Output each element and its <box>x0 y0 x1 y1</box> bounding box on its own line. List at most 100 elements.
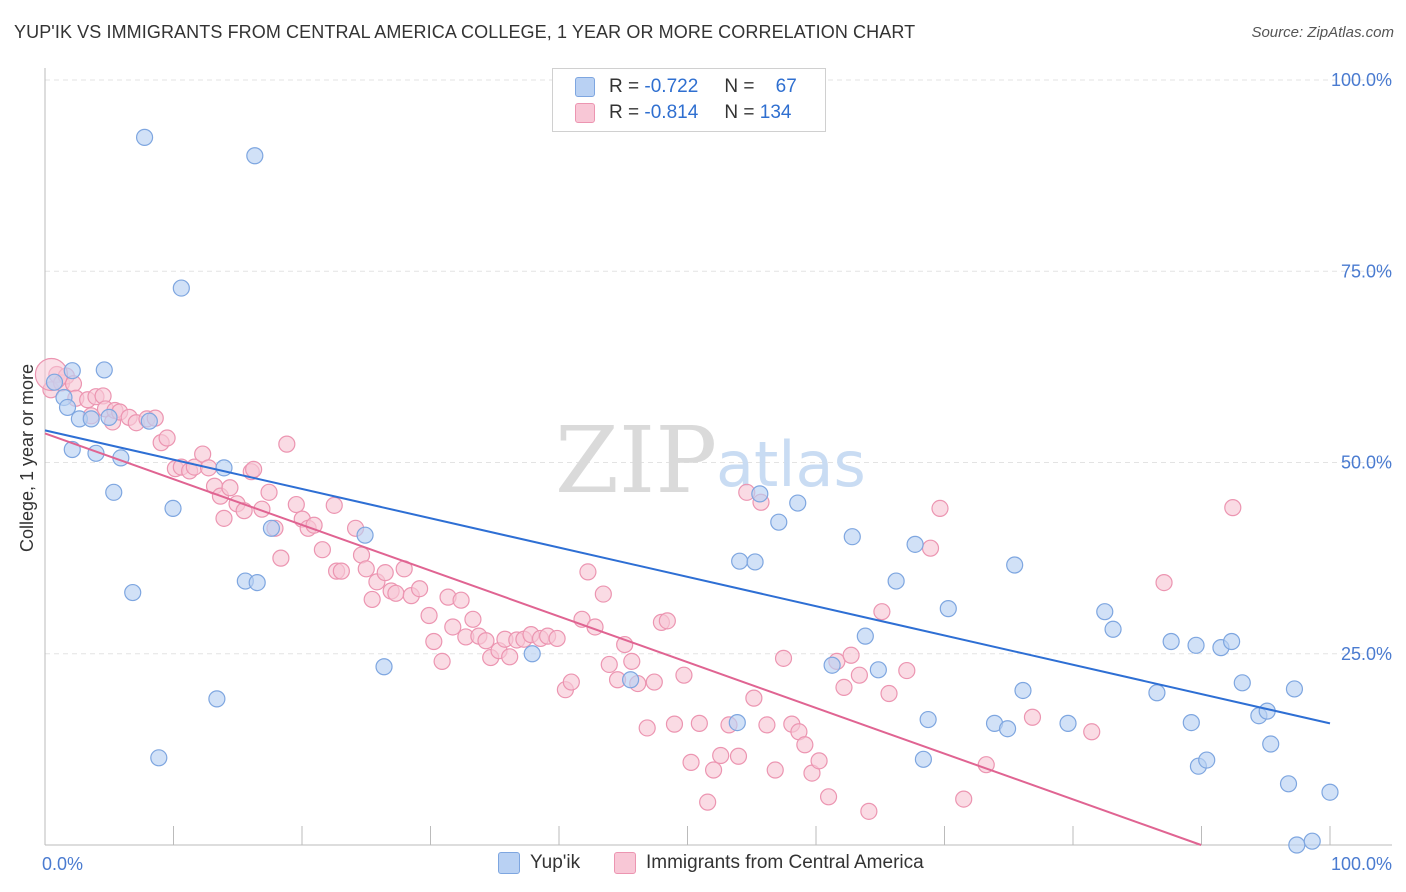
immigrants-point <box>1083 723 1101 741</box>
watermark: ZIP atlas <box>555 407 866 514</box>
immigrants-point <box>433 652 451 671</box>
immigrants-point <box>682 753 700 771</box>
y-tick-label: 25.0% <box>1341 644 1392 664</box>
yupik-point <box>770 513 788 531</box>
trend-lines <box>44 429 1331 846</box>
legend-n-label: N = <box>724 76 755 97</box>
yupik-point <box>135 128 154 146</box>
yupik-point <box>1006 556 1024 574</box>
legend-row-yupik: R = -0.722 N = 67 <box>575 75 797 99</box>
immigrants-point <box>215 509 233 527</box>
immigrants-point <box>699 793 717 811</box>
yupik-point <box>375 658 393 676</box>
series-swatch-pink <box>614 852 636 874</box>
y-tick-label: 50.0% <box>1341 453 1392 473</box>
yupik-point <box>621 671 640 689</box>
series-legend-immigrants: Immigrants from Central America <box>614 852 924 874</box>
immigrants-point <box>305 516 323 534</box>
yupik-point <box>731 552 749 570</box>
immigrants-point <box>420 606 438 625</box>
immigrants-point <box>796 736 814 754</box>
chart-title: YUP'IK VS IMMIGRANTS FROM CENTRAL AMERIC… <box>14 22 916 42</box>
immigrants-point <box>357 560 375 578</box>
yupik-point <box>1148 684 1166 702</box>
yupik-point <box>998 720 1017 738</box>
immigrants-point <box>1155 574 1173 592</box>
y-tick-label: 75.0% <box>1341 261 1392 281</box>
immigrants-point <box>548 629 566 648</box>
yupik-point <box>1288 836 1306 854</box>
yupik-point <box>1233 674 1251 692</box>
yupik-point <box>140 412 158 430</box>
watermark-atlas: atlas <box>716 428 866 501</box>
legend-n-value: 134 <box>759 102 792 123</box>
immigrants-point <box>579 563 597 581</box>
immigrants-point <box>835 678 853 697</box>
yupik-point <box>856 627 874 645</box>
yupik-point <box>728 713 746 732</box>
yupik-point <box>1187 636 1205 654</box>
series-legend: Yup'ik Immigrants from Central America <box>0 852 1406 878</box>
yupik-point <box>356 526 374 544</box>
yupik-point <box>1182 713 1200 732</box>
immigrants-point <box>452 591 470 609</box>
yupik-point <box>939 600 957 618</box>
yupik-point <box>746 553 764 571</box>
immigrants-point <box>704 761 723 779</box>
immigrants-point <box>675 666 693 684</box>
yupik-point <box>1162 632 1180 651</box>
immigrants-point <box>253 500 271 518</box>
trend-line-yupik <box>44 429 1331 725</box>
immigrants-point <box>766 761 784 779</box>
immigrants-point <box>712 746 730 765</box>
trend-line-immigrants <box>44 432 1202 846</box>
immigrants-point <box>1224 499 1242 517</box>
immigrants-point <box>774 649 793 667</box>
immigrants-point <box>873 603 891 621</box>
immigrants-point <box>562 673 580 691</box>
yupik-point <box>1279 775 1298 793</box>
yupik-point <box>914 750 932 768</box>
immigrants-point <box>260 483 278 501</box>
immigrants-point <box>638 719 656 737</box>
yupik-point <box>843 528 861 546</box>
immigrants-point <box>444 618 462 636</box>
legend-n-label: N = <box>724 102 755 123</box>
immigrants-point <box>425 632 443 651</box>
axes <box>44 68 1392 846</box>
immigrants-point <box>272 549 290 567</box>
yupik-point <box>1096 603 1114 621</box>
yupik-point <box>1059 714 1077 732</box>
legend-swatch-blue <box>575 77 595 97</box>
yupik-point <box>1104 620 1122 638</box>
yupik-point <box>100 408 118 426</box>
yupik-point <box>95 361 113 379</box>
watermark-zip: ZIP <box>555 407 717 514</box>
immigrants-point <box>850 666 868 684</box>
legend-swatch-pink <box>575 103 595 123</box>
immigrants-point <box>221 479 239 497</box>
yupik-point <box>869 661 887 679</box>
yupik-point <box>523 645 541 663</box>
immigrants-point <box>313 541 331 559</box>
immigrants-point <box>1023 708 1042 726</box>
legend-r-value: -0.814 <box>644 102 699 123</box>
immigrants-point <box>880 684 898 703</box>
yupik-point <box>823 656 841 674</box>
immigrants-point <box>278 435 296 453</box>
yupik-point <box>789 494 807 512</box>
immigrants-point <box>477 632 495 650</box>
immigrants-point <box>729 747 748 765</box>
series-swatch-blue <box>498 852 520 874</box>
yupik-point <box>246 147 264 165</box>
legend: R = -0.722 N = 67 R = -0.814 N = 134 <box>552 68 826 132</box>
tick-labels: 25.0% 50.0% 75.0% 100.0% 0.0% 100.0% <box>42 70 1392 874</box>
immigrants-point <box>245 460 263 478</box>
y-axis-label: College, 1 year or more <box>17 364 37 552</box>
legend-r-value: -0.722 <box>644 76 699 97</box>
yupik-point <box>1014 681 1032 700</box>
immigrants-point <box>665 715 684 733</box>
immigrants-point <box>158 429 176 447</box>
immigrants-point <box>690 714 708 732</box>
